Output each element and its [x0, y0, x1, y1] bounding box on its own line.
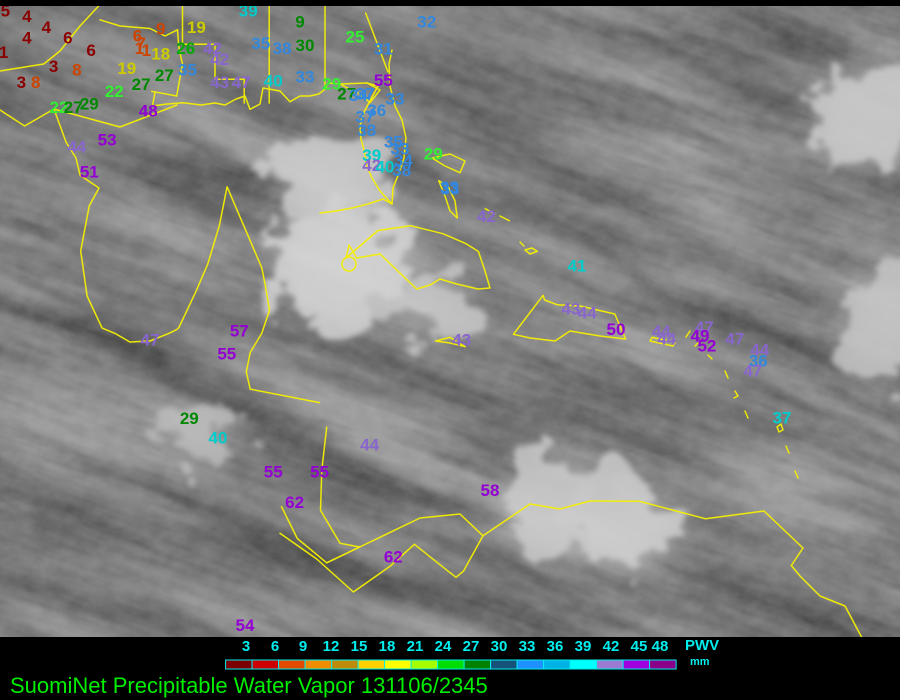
svg-text:47: 47: [141, 330, 160, 349]
svg-text:38: 38: [273, 39, 292, 58]
svg-text:45: 45: [631, 638, 648, 655]
svg-text:6: 6: [86, 41, 95, 60]
svg-text:44: 44: [360, 436, 379, 455]
svg-text:27: 27: [132, 75, 151, 94]
svg-text:29: 29: [424, 144, 443, 163]
svg-text:47: 47: [725, 329, 744, 348]
svg-text:42: 42: [210, 50, 229, 69]
svg-text:44: 44: [578, 304, 597, 323]
svg-text:22: 22: [105, 82, 124, 101]
svg-text:33: 33: [296, 68, 315, 87]
svg-text:SuomiNet Precipitable Water Va: SuomiNet Precipitable Water Vapor 131106…: [10, 673, 488, 698]
svg-text:8: 8: [31, 73, 40, 92]
svg-text:21: 21: [407, 638, 424, 655]
svg-text:33: 33: [440, 178, 459, 197]
svg-text:55: 55: [310, 462, 329, 481]
svg-text:55: 55: [217, 345, 236, 364]
svg-text:29: 29: [180, 409, 199, 428]
svg-text:38: 38: [392, 161, 411, 180]
svg-text:62: 62: [384, 548, 403, 567]
svg-text:26: 26: [176, 39, 195, 58]
svg-text:53: 53: [98, 130, 117, 149]
svg-text:40: 40: [208, 429, 227, 448]
svg-text:9: 9: [295, 13, 304, 32]
svg-text:48: 48: [139, 102, 158, 121]
svg-text:33: 33: [519, 638, 536, 655]
svg-text:58: 58: [481, 481, 500, 500]
svg-text:4: 4: [42, 18, 52, 37]
svg-text:PWV: PWV: [685, 637, 719, 654]
svg-text:39: 39: [239, 6, 258, 21]
svg-text:8: 8: [72, 61, 81, 80]
svg-text:50: 50: [607, 320, 626, 339]
svg-text:42: 42: [477, 207, 496, 226]
svg-text:37: 37: [772, 409, 791, 428]
svg-text:3: 3: [49, 57, 58, 76]
svg-text:33: 33: [386, 89, 405, 108]
svg-text:47: 47: [232, 73, 251, 92]
svg-text:43: 43: [452, 330, 471, 349]
svg-text:42: 42: [603, 638, 620, 655]
svg-text:6: 6: [63, 29, 72, 48]
svg-text:52: 52: [697, 336, 716, 355]
svg-text:57: 57: [230, 321, 249, 340]
svg-text:54: 54: [236, 616, 255, 635]
svg-text:12: 12: [323, 638, 340, 655]
svg-text:27: 27: [463, 638, 480, 655]
svg-text:39: 39: [575, 638, 592, 655]
svg-text:15: 15: [351, 638, 368, 655]
svg-text:30: 30: [296, 36, 315, 55]
svg-text:35: 35: [251, 34, 270, 53]
svg-text:47: 47: [743, 361, 762, 380]
svg-text:18: 18: [379, 638, 396, 655]
svg-text:27: 27: [155, 66, 174, 85]
svg-text:55: 55: [264, 462, 283, 481]
svg-text:38: 38: [357, 121, 376, 140]
svg-text:mm: mm: [690, 656, 710, 668]
svg-text:32: 32: [417, 13, 436, 32]
svg-text:3: 3: [17, 73, 26, 92]
svg-text:4: 4: [22, 29, 32, 48]
svg-text:9: 9: [299, 638, 307, 655]
svg-text:19: 19: [187, 18, 206, 37]
svg-text:25: 25: [346, 28, 365, 47]
svg-text:40: 40: [264, 71, 283, 90]
svg-text:51: 51: [80, 162, 99, 181]
svg-text:36: 36: [547, 638, 564, 655]
svg-text:55: 55: [374, 71, 393, 90]
svg-text:44: 44: [67, 137, 86, 156]
svg-text:6: 6: [271, 638, 279, 655]
svg-text:1: 1: [0, 43, 8, 62]
svg-text:1: 1: [142, 41, 151, 60]
svg-text:30: 30: [491, 638, 508, 655]
svg-text:48: 48: [652, 638, 669, 655]
svg-text:4: 4: [22, 7, 32, 26]
svg-text:31: 31: [374, 39, 393, 58]
svg-text:35: 35: [178, 61, 197, 80]
svg-text:29: 29: [80, 95, 99, 114]
svg-text:41: 41: [568, 256, 587, 275]
svg-text:18: 18: [151, 45, 170, 64]
svg-text:3: 3: [242, 638, 250, 655]
svg-text:44: 44: [657, 329, 676, 348]
svg-text:62: 62: [285, 493, 304, 512]
svg-text:5: 5: [1, 6, 10, 21]
svg-text:9: 9: [156, 20, 165, 39]
svg-text:43: 43: [210, 73, 229, 92]
svg-text:24: 24: [435, 638, 452, 655]
